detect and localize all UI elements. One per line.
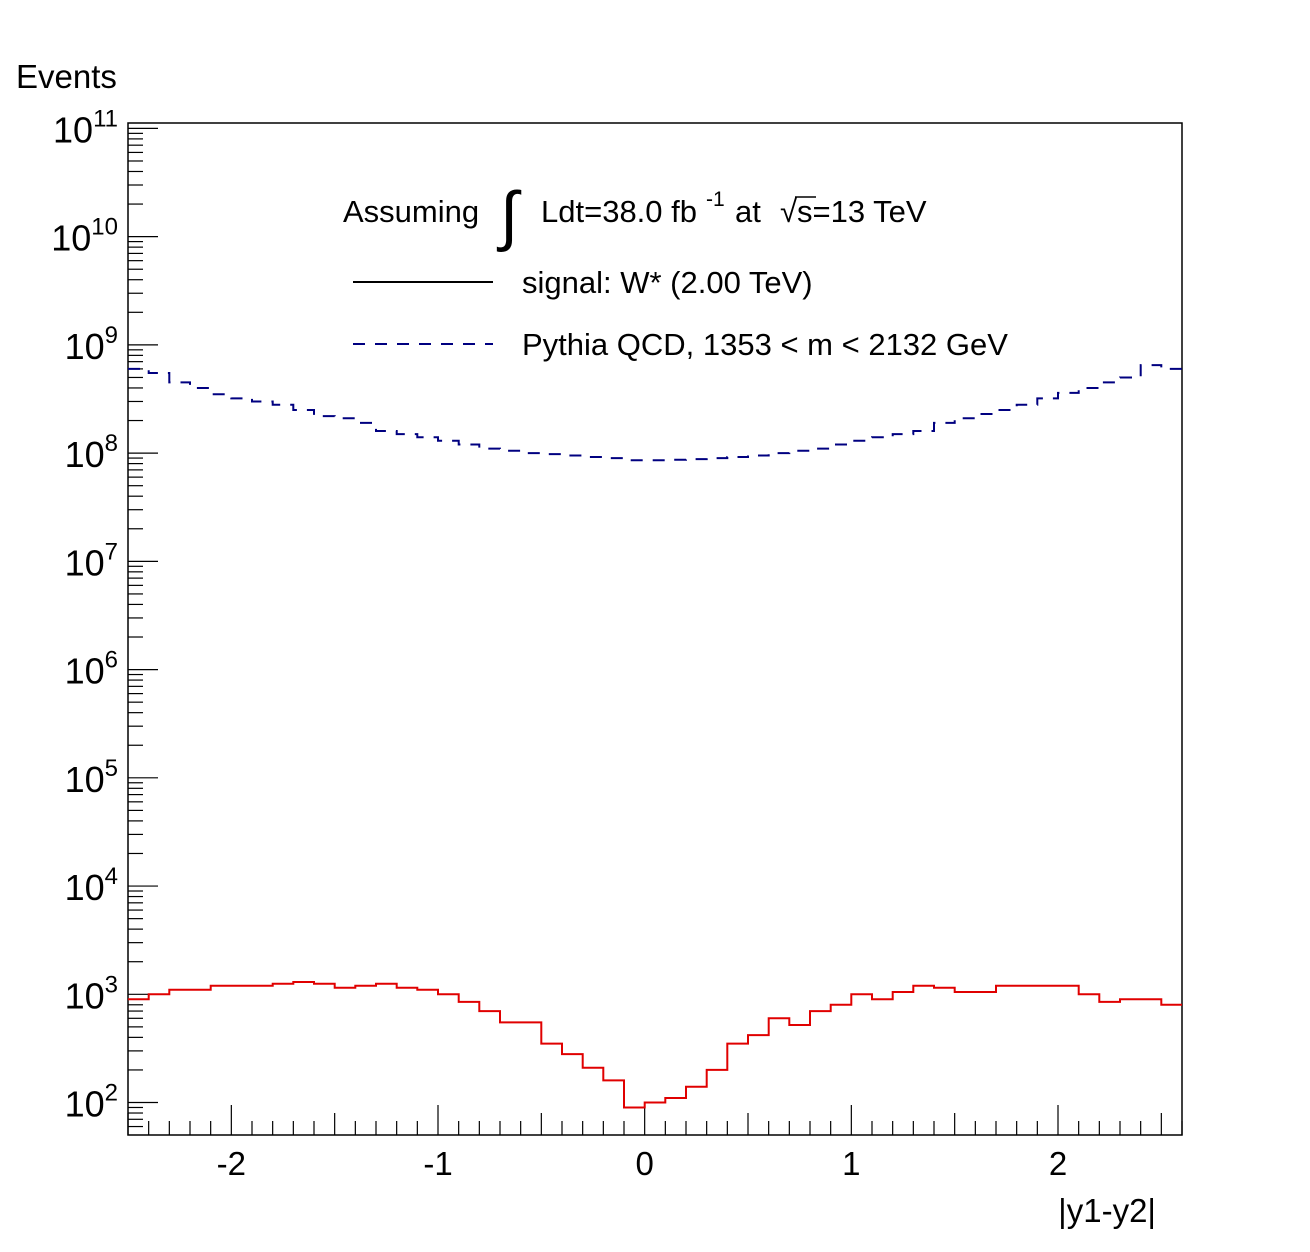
y-tick-exponent: 7	[105, 538, 118, 565]
y-tick-base: 10	[65, 434, 105, 475]
y-tick-label: 107	[65, 538, 118, 583]
x-tick-label: 1	[842, 1145, 860, 1182]
y-tick-label: 1010	[51, 214, 118, 259]
legend-header-prefix: Assuming	[343, 194, 479, 229]
y-tick-exponent: 9	[105, 322, 118, 349]
y-tick-exponent: 10	[91, 214, 118, 241]
legend-header-lumi: Ldt=38.0 fb	[541, 194, 697, 229]
signal-series-line	[128, 981, 1182, 1109]
y-axis-label: Events	[16, 58, 117, 95]
y-tick-base: 10	[65, 1084, 105, 1125]
y-tick-base: 10	[65, 867, 105, 908]
x-tick-label: 2	[1049, 1145, 1067, 1182]
x-axis-label: |y1-y2|	[1058, 1192, 1156, 1229]
y-tick-label: 103	[65, 971, 118, 1016]
y-tick-base: 10	[65, 975, 105, 1016]
legend-qcd-label: Pythia QCD, 1353 < m < 2132 GeV	[522, 327, 1008, 362]
legend: Assuming ∫ Ldt=38.0 fb -1 at √ s=13 TeV signal:…	[343, 178, 1008, 362]
sqrt-symbol: √	[780, 194, 797, 229]
y-tick-base: 10	[65, 651, 105, 692]
legend-header-at: at	[735, 194, 761, 229]
plot-frame	[127, 122, 1183, 1136]
y-tick-label: 109	[65, 322, 118, 367]
y-tick-label: 104	[65, 863, 118, 908]
integral-symbol: ∫	[496, 178, 522, 252]
series-layer	[128, 364, 1182, 1109]
y-tick-exponent: 2	[105, 1080, 118, 1107]
y-tick-exponent: 8	[105, 430, 118, 457]
y-tick-exponent: 11	[93, 105, 118, 132]
y-tick-label: 102	[65, 1080, 118, 1125]
y-tick-label: 108	[65, 430, 118, 475]
x-tick-label: -2	[217, 1145, 246, 1182]
y-tick-label: 106	[65, 647, 118, 692]
legend-signal-label: signal: W* (2.00 TeV)	[522, 265, 813, 300]
y-tick-base: 10	[51, 218, 91, 259]
legend-header-energy: s=13 TeV	[797, 194, 927, 229]
y-tick-label: 105	[65, 755, 118, 800]
y-tick-base: 10	[65, 542, 105, 583]
y-tick-base: 10	[65, 326, 105, 367]
y-tick-exponent: 6	[105, 647, 118, 674]
x-tick-label: -1	[423, 1145, 452, 1182]
y-tick-exponent: 4	[105, 863, 118, 890]
y-tick-exponent: 3	[105, 971, 118, 998]
y-tick-base: 10	[65, 759, 105, 800]
y-tick-exponent: 5	[105, 755, 118, 782]
qcd-series-line	[128, 364, 1182, 462]
y-tick-base: 10	[53, 109, 93, 150]
y-tick-label: 1011	[53, 105, 118, 150]
x-tick-label: 0	[635, 1145, 653, 1182]
legend-header-lumi-exponent: -1	[706, 188, 725, 211]
